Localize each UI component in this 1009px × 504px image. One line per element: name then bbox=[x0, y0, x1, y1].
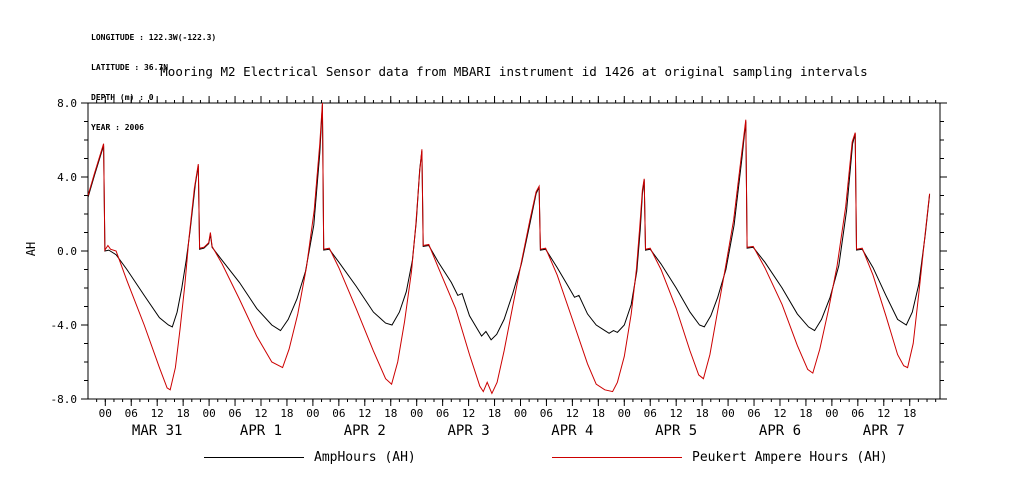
svg-text:APR 4: APR 4 bbox=[551, 423, 593, 439]
svg-text:MAR 31: MAR 31 bbox=[132, 423, 183, 439]
svg-text:12: 12 bbox=[151, 407, 164, 420]
svg-text:18: 18 bbox=[696, 407, 709, 420]
svg-text:06: 06 bbox=[228, 407, 241, 420]
metadata-latitude: LATITUDE : 36.7N bbox=[91, 63, 169, 72]
svg-text:06: 06 bbox=[747, 407, 760, 420]
svg-text:18: 18 bbox=[799, 407, 812, 420]
svg-text:APR 6: APR 6 bbox=[759, 423, 801, 439]
svg-text:APR 5: APR 5 bbox=[655, 423, 697, 439]
svg-text:06: 06 bbox=[125, 407, 138, 420]
metadata-block: LONGITUDE : 122.3W(-122.3) LATITUDE : 36… bbox=[91, 13, 216, 153]
svg-text:18: 18 bbox=[177, 407, 190, 420]
svg-text:12: 12 bbox=[462, 407, 475, 420]
svg-text:00: 00 bbox=[410, 407, 423, 420]
svg-text:12: 12 bbox=[877, 407, 890, 420]
svg-text:06: 06 bbox=[851, 407, 864, 420]
svg-text:-4.0: -4.0 bbox=[51, 319, 78, 332]
svg-text:APR 7: APR 7 bbox=[863, 423, 905, 439]
peukert-line-swatch bbox=[552, 457, 682, 458]
peukert-legend-label: Peukert Ampere Hours (AH) bbox=[692, 450, 888, 465]
svg-text:00: 00 bbox=[514, 407, 527, 420]
svg-text:12: 12 bbox=[358, 407, 371, 420]
amphours-legend-label: AmpHours (AH) bbox=[314, 450, 416, 465]
svg-text:8.0: 8.0 bbox=[57, 97, 77, 110]
metadata-longitude: LONGITUDE : 122.3W(-122.3) bbox=[91, 33, 217, 42]
svg-text:0.0: 0.0 bbox=[57, 245, 77, 258]
svg-text:18: 18 bbox=[488, 407, 501, 420]
svg-text:12: 12 bbox=[670, 407, 683, 420]
svg-text:06: 06 bbox=[644, 407, 657, 420]
svg-text:06: 06 bbox=[540, 407, 553, 420]
metadata-depth: DEPTH (m) : 0 bbox=[91, 93, 154, 102]
svg-text:-8.0: -8.0 bbox=[51, 393, 78, 406]
svg-text:18: 18 bbox=[592, 407, 605, 420]
metadata-year: YEAR : 2006 bbox=[91, 123, 144, 132]
amphours-line-swatch bbox=[204, 457, 304, 458]
svg-text:18: 18 bbox=[384, 407, 397, 420]
svg-text:12: 12 bbox=[773, 407, 786, 420]
svg-text:00: 00 bbox=[618, 407, 631, 420]
svg-text:06: 06 bbox=[436, 407, 449, 420]
svg-text:APR 2: APR 2 bbox=[344, 423, 386, 439]
svg-text:APR 3: APR 3 bbox=[448, 423, 490, 439]
svg-text:APR 1: APR 1 bbox=[240, 423, 282, 439]
svg-text:12: 12 bbox=[566, 407, 579, 420]
svg-text:00: 00 bbox=[202, 407, 215, 420]
chart-title: Mooring M2 Electrical Sensor data from M… bbox=[160, 64, 868, 79]
svg-text:18: 18 bbox=[280, 407, 293, 420]
svg-text:12: 12 bbox=[254, 407, 267, 420]
svg-text:00: 00 bbox=[99, 407, 112, 420]
svg-text:4.0: 4.0 bbox=[57, 171, 77, 184]
svg-text:00: 00 bbox=[306, 407, 319, 420]
svg-text:00: 00 bbox=[825, 407, 838, 420]
svg-text:00: 00 bbox=[721, 407, 734, 420]
legend-item-amphours: AmpHours (AH) bbox=[204, 450, 416, 465]
svg-text:18: 18 bbox=[903, 407, 916, 420]
svg-text:06: 06 bbox=[332, 407, 345, 420]
legend-item-peukert: Peukert Ampere Hours (AH) bbox=[552, 450, 888, 465]
